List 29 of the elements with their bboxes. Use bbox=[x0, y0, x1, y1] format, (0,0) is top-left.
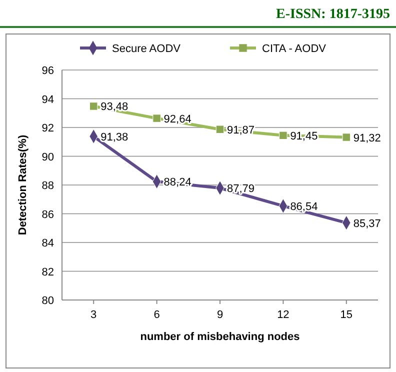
y-tick-label: 90 bbox=[42, 151, 54, 164]
x-tick-label: 12 bbox=[277, 309, 290, 321]
point bbox=[342, 133, 351, 142]
x-tick-label: 9 bbox=[216, 309, 224, 321]
legend-label: Secure AODV bbox=[112, 43, 182, 55]
data-label: 91,32 bbox=[353, 132, 381, 144]
x-tick-label: 15 bbox=[340, 309, 353, 321]
y-tick-label: 84 bbox=[42, 238, 54, 250]
y-tick-label: 88 bbox=[42, 180, 54, 192]
data-label: 85,37 bbox=[353, 218, 381, 230]
point bbox=[152, 114, 161, 122]
y-tick-label: 94 bbox=[42, 94, 54, 106]
text: E-ISSN: 1817-3195 bbox=[276, 7, 390, 22]
y-axis-title: Detection Rates(%) bbox=[17, 134, 29, 236]
data-label: 91,38 bbox=[100, 131, 128, 144]
y-tick-label: 96 bbox=[42, 65, 54, 77]
x-tick-label: 6 bbox=[154, 309, 160, 321]
x-axis-title: number of misbehaving nodes bbox=[140, 331, 300, 343]
point bbox=[89, 102, 98, 110]
data-label: 87,79 bbox=[227, 183, 255, 196]
point bbox=[279, 131, 288, 140]
y-tick-label: 86 bbox=[42, 208, 54, 221]
y-tick-label: 92 bbox=[42, 122, 54, 134]
x-tick-label: 3 bbox=[90, 309, 97, 321]
point bbox=[216, 125, 224, 134]
y-tick-label: 82 bbox=[42, 266, 54, 278]
y-tick-label: 80 bbox=[42, 295, 54, 307]
data-label: 86,54 bbox=[290, 200, 318, 213]
legend-label: CITA - AODV bbox=[262, 43, 327, 55]
